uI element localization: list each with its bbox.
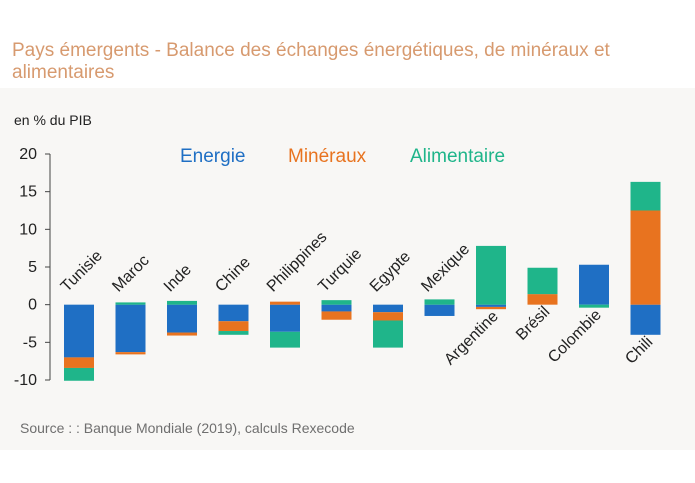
bar-segment-alimentaire-mexique: [424, 299, 455, 305]
category-label: Chili: [622, 334, 656, 368]
category-label: Turquie: [315, 245, 365, 295]
bar-segment-alimentaire-chine: [218, 331, 249, 335]
legend: Energie Minéraux Alimentaire: [180, 146, 505, 167]
y-tick-label: -5: [23, 334, 37, 351]
bar-segment-alimentaire-tunisie: [64, 367, 94, 381]
bar-segment-minéraux-egypte: [373, 312, 403, 321]
category-label: Colombie: [545, 306, 605, 366]
y-tick-label: 15: [19, 184, 37, 201]
y-tick-label: 0: [28, 297, 37, 314]
category-label: Tunisie: [58, 247, 106, 295]
title-band: [0, 0, 695, 88]
category-label: Maroc: [109, 252, 152, 295]
bar-segment-energie-argentine: [476, 304, 506, 307]
bar-segment-energie-colombie: [579, 264, 609, 305]
bar-segment-minéraux-chili: [630, 210, 661, 305]
y-tick-label: 20: [19, 146, 37, 163]
bar-segment-alimentaire-argentine: [476, 245, 506, 305]
bars: [64, 181, 661, 381]
bar-segment-alimentaire-colombie: [579, 304, 609, 308]
bar-segment-minéraux-inde: [167, 332, 197, 336]
y-axis-label: en % du PIB: [14, 112, 92, 128]
legend-item-energie: Energie: [180, 146, 246, 167]
bar-segment-energie-mexique: [424, 304, 455, 316]
bar-segment-alimentaire-chili: [630, 181, 661, 211]
legend-item-minéraux: Minéraux: [288, 146, 367, 167]
bar-segment-minéraux-maroc: [115, 352, 146, 355]
category-label: Chine: [212, 254, 254, 296]
category-label: Egypte: [367, 248, 414, 295]
y-ticks: 20 15 10 5 0 -5 -10: [14, 146, 50, 389]
bar-segment-energie-inde: [167, 304, 197, 333]
category-label: Mexique: [418, 241, 473, 296]
bar-segment-alimentaire-turquie: [321, 300, 352, 305]
bar-segment-energie-chine: [218, 304, 249, 322]
bar-segment-minéraux-brésil: [527, 294, 558, 305]
y-tick-label: 10: [19, 221, 37, 238]
y-tick-label: -10: [14, 372, 37, 389]
legend-item-alimentaire: Alimentaire: [410, 146, 505, 167]
bar-segment-minéraux-argentine: [476, 306, 506, 310]
category-label: Inde: [161, 261, 195, 295]
bar-segment-alimentaire-philippines: [270, 331, 300, 348]
y-tick-label: 5: [28, 259, 37, 276]
category-label: Argentine: [441, 308, 502, 369]
bar-segment-energie-turquie: [321, 304, 352, 312]
bar-segment-energie-chili: [630, 304, 661, 335]
bar-segment-minéraux-chine: [218, 321, 249, 332]
bar-segment-energie-philippines: [270, 304, 300, 332]
bar-segment-minéraux-philippines: [270, 301, 300, 305]
chart-title: Pays émergents - Balance des échanges én…: [12, 40, 610, 83]
category-label: Brésil: [513, 303, 553, 343]
bar-segment-energie-tunisie: [64, 304, 94, 358]
source-note: Source : : Banque Mondiale (2019), calcu…: [20, 420, 355, 436]
bar-segment-energie-egypte: [373, 304, 403, 313]
bar-segment-alimentaire-maroc: [115, 302, 146, 305]
bar-segment-minéraux-turquie: [321, 311, 352, 320]
bar-segment-alimentaire-brésil: [527, 267, 558, 295]
bar-segment-minéraux-tunisie: [64, 357, 94, 368]
bar-segment-alimentaire-egypte: [373, 320, 403, 348]
bar-segment-alimentaire-inde: [167, 300, 197, 305]
bar-segment-energie-maroc: [115, 304, 146, 353]
